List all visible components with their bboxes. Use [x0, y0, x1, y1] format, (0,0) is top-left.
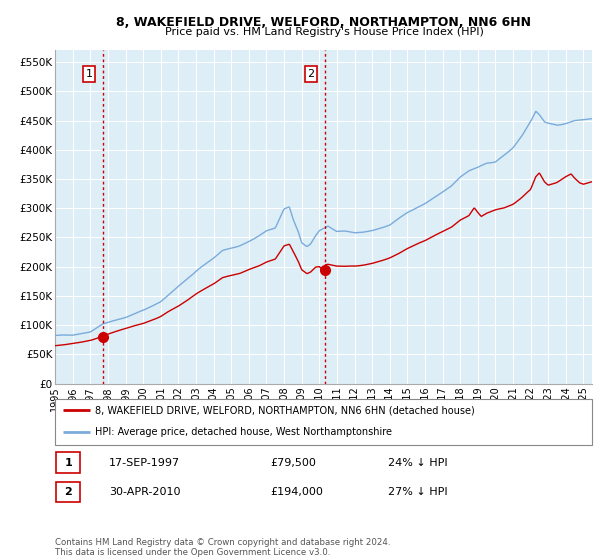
- Text: 2: 2: [307, 69, 314, 79]
- Text: 1: 1: [85, 69, 92, 79]
- Text: HPI: Average price, detached house, West Northamptonshire: HPI: Average price, detached house, West…: [95, 427, 392, 437]
- Text: 17-SEP-1997: 17-SEP-1997: [109, 458, 180, 468]
- Text: 1: 1: [64, 458, 72, 468]
- FancyBboxPatch shape: [56, 482, 80, 502]
- Text: £79,500: £79,500: [270, 458, 316, 468]
- Text: Price paid vs. HM Land Registry's House Price Index (HPI): Price paid vs. HM Land Registry's House …: [164, 27, 484, 37]
- Text: £194,000: £194,000: [270, 487, 323, 497]
- FancyBboxPatch shape: [56, 452, 80, 473]
- Text: 8, WAKEFIELD DRIVE, WELFORD, NORTHAMPTON, NN6 6HN (detached house): 8, WAKEFIELD DRIVE, WELFORD, NORTHAMPTON…: [95, 405, 475, 416]
- Text: 2: 2: [64, 487, 72, 497]
- Text: 8, WAKEFIELD DRIVE, WELFORD, NORTHAMPTON, NN6 6HN: 8, WAKEFIELD DRIVE, WELFORD, NORTHAMPTON…: [116, 16, 532, 29]
- FancyBboxPatch shape: [55, 399, 592, 445]
- Text: 30-APR-2010: 30-APR-2010: [109, 487, 181, 497]
- Text: 27% ↓ HPI: 27% ↓ HPI: [388, 487, 448, 497]
- Text: 24% ↓ HPI: 24% ↓ HPI: [388, 458, 448, 468]
- Text: Contains HM Land Registry data © Crown copyright and database right 2024.
This d: Contains HM Land Registry data © Crown c…: [55, 538, 391, 557]
